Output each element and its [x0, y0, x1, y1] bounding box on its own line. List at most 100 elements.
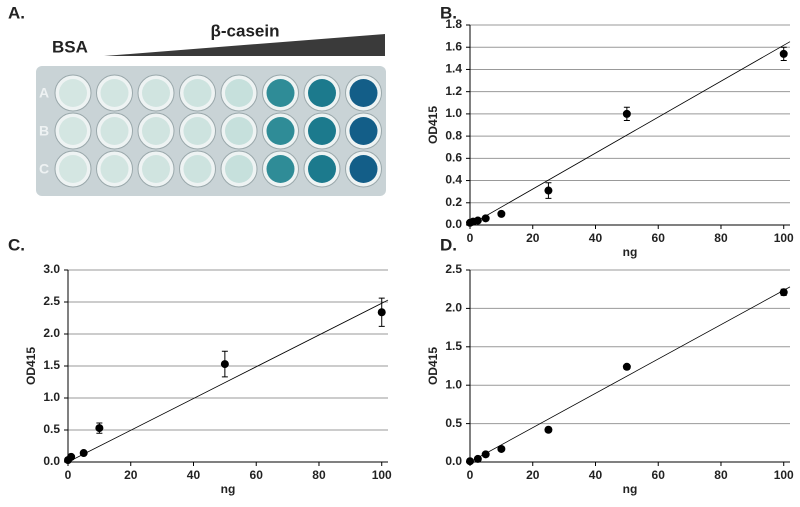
y-tick-label: 1.5 [43, 358, 60, 372]
well-liquid [225, 79, 253, 107]
y-tick-label: 3.0 [43, 262, 60, 276]
y-tick-label: 0.2 [445, 195, 462, 209]
well-liquid [59, 117, 87, 145]
data-point [779, 288, 788, 297]
y-tick-label: 2.5 [43, 294, 60, 308]
well-liquid [100, 79, 129, 107]
x-tick-label: 40 [589, 468, 603, 482]
y-tick-label: 0.0 [445, 454, 462, 468]
well-liquid [266, 155, 295, 183]
y-tick-label: 2.0 [445, 301, 462, 315]
well-liquid [225, 155, 253, 183]
x-tick-label: 100 [372, 468, 392, 482]
y-tick-label: 0.5 [445, 416, 462, 430]
x-tick-label: 0 [65, 468, 72, 482]
well-liquid [349, 155, 378, 183]
x-tick-label: 40 [589, 231, 603, 245]
x-tick-label: 80 [312, 468, 326, 482]
well-liquid [142, 79, 170, 107]
panel-label: C. [8, 235, 25, 254]
x-tick-label: 100 [774, 231, 794, 245]
y-tick-label: 0.0 [43, 454, 60, 468]
well-liquid [59, 155, 87, 183]
well-liquid [183, 155, 212, 183]
data-point [473, 454, 482, 463]
data-point [473, 216, 482, 225]
x-tick-label: 20 [526, 231, 540, 245]
y-tick-label: 1.2 [445, 84, 462, 98]
y-tick-label: 1.0 [43, 390, 60, 404]
data-point [544, 425, 553, 434]
y-tick-label: 1.5 [445, 339, 462, 353]
well-liquid [183, 117, 212, 145]
data-point [95, 424, 104, 433]
panel-label: D. [440, 235, 457, 254]
y-tick-label: 0.8 [445, 128, 462, 142]
x-tick-label: 0 [467, 468, 474, 482]
gradient-wedge [104, 34, 385, 56]
well-liquid [349, 79, 378, 107]
well-liquid [266, 117, 295, 145]
data-point [481, 214, 490, 223]
data-point [67, 452, 76, 461]
casein-label: β-casein [211, 21, 280, 40]
bsa-label: BSA [52, 37, 88, 56]
row-letter: A [39, 85, 49, 101]
fit-line [469, 286, 791, 463]
x-tick-label: 20 [124, 468, 138, 482]
x-axis-label: ng [221, 482, 236, 496]
y-tick-label: 1.4 [445, 62, 462, 76]
y-tick-label: 1.8 [445, 17, 462, 31]
y-tick-label: 0.6 [445, 151, 462, 165]
y-tick-label: 1.0 [445, 377, 462, 391]
well-liquid [349, 117, 378, 145]
y-tick-label: 0.5 [43, 422, 60, 436]
well-liquid [100, 117, 129, 145]
y-tick-label: 0.4 [445, 173, 462, 187]
data-point [377, 308, 386, 317]
well-liquid [100, 155, 129, 183]
x-tick-label: 60 [652, 468, 666, 482]
data-point [497, 444, 506, 453]
well-liquid [225, 117, 253, 145]
x-tick-label: 20 [526, 468, 540, 482]
well-liquid [183, 79, 212, 107]
data-point [220, 360, 229, 369]
data-point [79, 449, 88, 458]
x-tick-label: 100 [774, 468, 794, 482]
fit-line [469, 41, 791, 226]
wells: A B C [39, 74, 382, 188]
data-point [466, 457, 474, 466]
x-tick-label: 80 [714, 231, 728, 245]
data-point [481, 450, 490, 459]
x-tick-label: 60 [250, 468, 264, 482]
y-tick-label: 2.0 [43, 326, 60, 340]
row-letter: B [39, 123, 49, 139]
well-liquid [142, 117, 170, 145]
well-liquid [266, 79, 295, 107]
well-liquid [59, 79, 87, 107]
x-tick-label: 0 [467, 231, 474, 245]
well-liquid [142, 155, 170, 183]
y-tick-label: 0.0 [445, 217, 462, 231]
x-axis-label: ng [623, 482, 638, 496]
data-point [544, 186, 553, 195]
panel-label: A. [8, 3, 25, 22]
data-point [622, 362, 631, 371]
panel-label: B. [440, 3, 457, 22]
data-point [622, 109, 631, 118]
fit-line [67, 299, 389, 463]
y-tick-label: 2.5 [445, 262, 462, 276]
well-liquid [308, 155, 336, 183]
x-tick-label: 80 [714, 468, 728, 482]
y-axis-label: OD415 [426, 106, 440, 144]
y-tick-label: 1.6 [445, 39, 462, 53]
y-axis-label: OD415 [426, 347, 440, 385]
data-point [779, 49, 788, 58]
y-tick-label: 1.0 [445, 106, 462, 120]
x-tick-label: 60 [652, 231, 666, 245]
row-letter: C [39, 161, 49, 177]
x-axis-label: ng [623, 245, 638, 259]
x-tick-label: 40 [187, 468, 201, 482]
